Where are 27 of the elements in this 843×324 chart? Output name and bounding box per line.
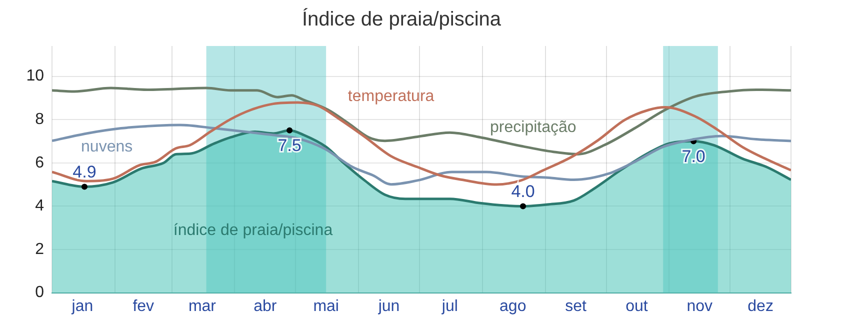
data-label: 4.9 — [72, 162, 96, 182]
y-tick-label: 6 — [35, 154, 44, 172]
chart-title: Índice de praia/piscina — [302, 8, 502, 31]
y-tick-label: 8 — [35, 111, 44, 128]
x-tick-label: abr — [254, 298, 278, 315]
data-label: 7.0 — [682, 146, 706, 166]
y-tick-label: 4 — [35, 198, 44, 215]
x-tick-label: out — [626, 298, 648, 315]
x-tick-label: jun — [377, 298, 400, 315]
series-label: precipitação — [490, 119, 576, 136]
x-tick-label: fev — [132, 298, 154, 315]
x-tick-label: dez — [748, 298, 774, 315]
data-label: 7.5 — [278, 136, 302, 156]
x-tick-label: mar — [188, 298, 217, 315]
x-tick-label: nov — [686, 298, 713, 315]
y-tick-label: 0 — [35, 284, 44, 302]
series-label: nuvens — [81, 138, 133, 156]
series-label: índice de praia/piscina — [173, 222, 333, 239]
y-tick-label: 10 — [26, 68, 44, 85]
y-tick-label: 2 — [35, 240, 44, 258]
x-tick-label: mai — [313, 298, 339, 315]
data-label: 4.0 — [511, 182, 535, 201]
x-tick-label: ago — [500, 298, 526, 315]
x-tick-label: set — [565, 298, 588, 315]
x-tick-label: jan — [70, 298, 94, 315]
x-tick-label: jul — [440, 298, 458, 315]
series-label: temperatura — [348, 88, 434, 105]
